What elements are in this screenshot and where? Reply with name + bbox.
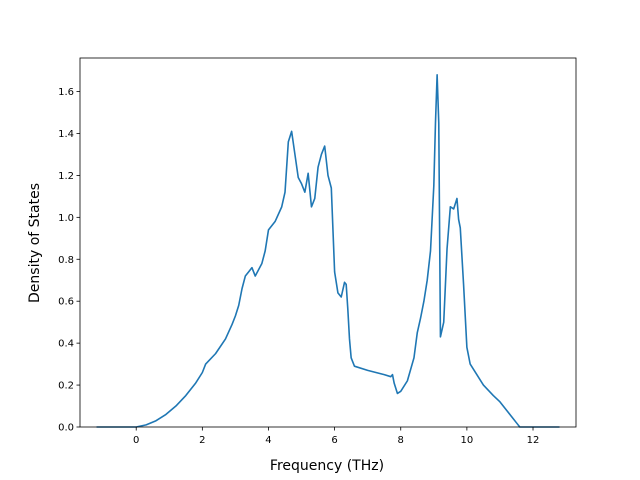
x-axis-title: Frequency (THz) bbox=[270, 458, 384, 474]
x-tick-label: 8 bbox=[398, 435, 404, 446]
y-axis-title: Density of States bbox=[27, 183, 43, 303]
y-axis-ticks: 0.0 0.2 0.4 0.6 0.8 1.0 1.2 1.4 1.6 bbox=[58, 87, 80, 434]
y-tick-label: 0.2 bbox=[58, 381, 74, 392]
y-tick-label: 0.6 bbox=[58, 297, 74, 308]
y-tick-label: 1.0 bbox=[58, 213, 74, 224]
x-tick-label: 0 bbox=[133, 435, 139, 446]
plot-frame bbox=[79, 57, 577, 428]
y-tick-label: 0.0 bbox=[58, 423, 74, 434]
y-tick-label: 1.6 bbox=[58, 87, 74, 98]
x-tick-label: 4 bbox=[265, 435, 271, 446]
x-tick-label: 2 bbox=[199, 435, 205, 446]
series-line-0 bbox=[96, 73, 560, 428]
plot-area bbox=[79, 57, 577, 428]
x-tick-label: 6 bbox=[331, 435, 337, 446]
x-tick-label: 12 bbox=[527, 435, 540, 446]
x-tick-label: 10 bbox=[461, 435, 474, 446]
y-tick-label: 1.4 bbox=[58, 129, 74, 140]
x-axis-ticks: 0 2 4 6 8 10 12 bbox=[133, 427, 539, 446]
y-tick-label: 0.8 bbox=[58, 255, 74, 266]
y-tick-label: 1.2 bbox=[58, 171, 74, 182]
y-tick-label: 0.4 bbox=[58, 339, 74, 350]
